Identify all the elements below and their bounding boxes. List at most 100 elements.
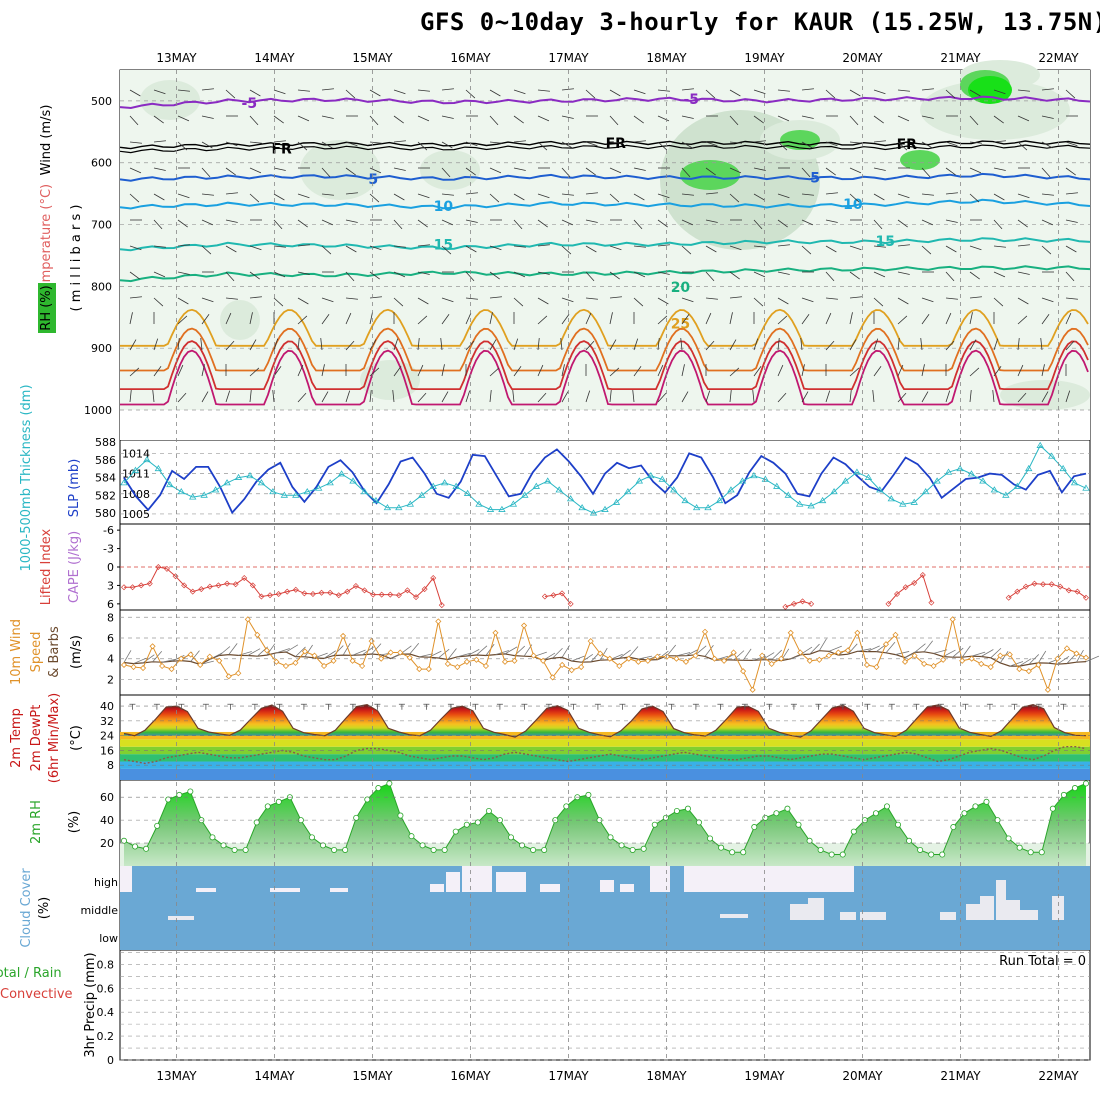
thickness-point <box>223 479 231 486</box>
upper-wind-barb <box>129 296 142 299</box>
rh-point <box>607 834 614 841</box>
w10-barb <box>847 643 858 655</box>
w10-barb <box>447 648 457 660</box>
rh-point <box>828 851 835 858</box>
w10-point <box>359 662 366 670</box>
upper-wind-barb <box>873 140 886 143</box>
w10-point <box>406 654 413 661</box>
upper-wind-barb <box>777 315 788 325</box>
upper-wind-barb <box>849 312 853 325</box>
thickness-point <box>979 477 987 484</box>
thick-tick: 586 <box>95 454 116 467</box>
w10-barb <box>733 650 745 661</box>
upper-wind-barb <box>321 391 329 403</box>
upper-wind-barb <box>873 219 883 230</box>
upper-wind-barb <box>1017 315 1028 325</box>
precip-tick: 0.2 <box>97 1030 115 1043</box>
thickness-point <box>372 496 380 504</box>
rh-point <box>1060 791 1067 798</box>
upper-wind-barb <box>657 219 668 228</box>
upper-wind-barb <box>489 312 493 325</box>
rh-blob <box>300 140 380 200</box>
w10-barb <box>952 647 964 658</box>
upper-wind-barb <box>969 141 982 144</box>
cloud-clear <box>684 866 854 892</box>
upper-wind-barb <box>1017 297 1029 305</box>
date-label-bottom: 18MAY <box>646 1069 687 1083</box>
li-line <box>1008 583 1087 599</box>
w10-barb <box>333 645 344 656</box>
upper-wind-barb <box>585 192 598 195</box>
li-point <box>404 587 411 594</box>
w10-point <box>901 658 909 665</box>
upper-wind-barb <box>993 193 1005 201</box>
w10-barb <box>904 651 918 658</box>
upper-wind-barb <box>921 297 934 303</box>
upper-wind-barb <box>849 89 861 97</box>
cloud-clear <box>496 872 526 892</box>
rh-point <box>386 780 393 787</box>
label-thickness: 1000-500mb Thickness (dm) <box>19 384 34 571</box>
contour-label: 10 <box>434 199 454 215</box>
contour-label: -5 <box>242 96 258 112</box>
upper-wind-barb <box>681 364 685 377</box>
date-label-top: 20MAY <box>842 51 883 65</box>
cloud-mid-clear <box>840 912 856 920</box>
w10-point <box>311 652 318 659</box>
w10-point <box>435 618 442 625</box>
thickness-point <box>360 488 369 495</box>
upper-wind-barb <box>561 245 572 255</box>
thickness-point <box>292 491 300 498</box>
upper-wind-barb <box>825 245 837 253</box>
upper-wind-barb <box>393 167 406 171</box>
upper-wind-barb <box>441 193 454 196</box>
rh-high-blob <box>780 130 820 150</box>
upper-wind-barb <box>417 297 429 305</box>
upper-wind-barb <box>297 364 304 377</box>
upper-wind-barb <box>1041 193 1054 196</box>
slp-line <box>123 448 1087 515</box>
upper-wind-barb <box>993 89 1006 95</box>
w10-barb <box>761 652 775 661</box>
upper-wind-barb <box>801 314 810 325</box>
upper-wind-barb <box>969 89 981 97</box>
thickness-point <box>143 456 151 463</box>
upper-wind-barb <box>1041 391 1049 403</box>
date-label-top: 19MAY <box>744 51 785 65</box>
upper-wind-barb <box>465 271 475 282</box>
upper-wind-barb <box>297 89 310 92</box>
li-point <box>206 583 213 590</box>
upper-wind-barb <box>225 167 236 176</box>
w10-barb <box>1076 649 1084 663</box>
upper-wind-barb <box>992 390 995 403</box>
rh-point <box>397 812 404 819</box>
upper-wind-barb <box>273 140 286 143</box>
upper-wind-barb <box>1041 245 1052 255</box>
w10-point <box>254 631 261 638</box>
upper-wind-barb <box>945 340 955 351</box>
date-label-top: 14MAY <box>254 51 295 65</box>
rh-point <box>441 846 448 853</box>
upper-wind-barb <box>177 193 190 199</box>
w10-barb <box>190 650 200 662</box>
w10-point <box>997 652 1004 659</box>
thickness-point <box>887 495 896 502</box>
upper-wind-barb <box>633 366 642 377</box>
upper-wind-barb <box>633 338 639 351</box>
upper-wind-barb <box>657 338 660 351</box>
rh-point <box>740 849 747 856</box>
upper-wind-barb <box>249 167 262 174</box>
thickness-point <box>189 493 197 500</box>
li-point <box>421 586 428 593</box>
w10-point <box>768 660 775 667</box>
w10-barb <box>790 653 805 660</box>
upper-wind-barb <box>513 245 526 248</box>
upper-wind-barb <box>1017 115 1030 122</box>
upper-wind-barb <box>1065 219 1078 223</box>
w10-point <box>711 655 718 662</box>
li-point <box>318 589 325 596</box>
thickness-point <box>727 486 735 493</box>
w10-point <box>397 649 404 656</box>
upper-wind-barb <box>201 88 214 91</box>
upper-wind-barb <box>753 219 763 230</box>
